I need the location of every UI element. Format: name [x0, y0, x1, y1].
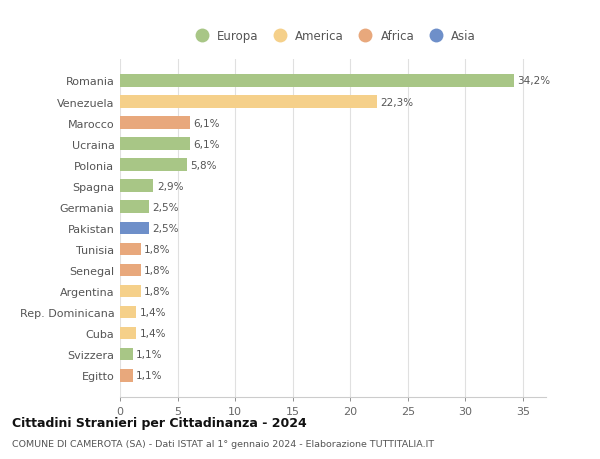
Bar	[120, 159, 187, 172]
Bar	[120, 369, 133, 382]
Text: Cittadini Stranieri per Cittadinanza - 2024: Cittadini Stranieri per Cittadinanza - 2…	[12, 416, 307, 429]
Text: 6,1%: 6,1%	[194, 118, 220, 129]
Text: 1,8%: 1,8%	[144, 244, 170, 254]
Text: 2,9%: 2,9%	[157, 181, 184, 191]
Text: 2,5%: 2,5%	[152, 224, 179, 233]
Legend: Europa, America, Africa, Asia: Europa, America, Africa, Asia	[185, 25, 481, 47]
Bar	[120, 348, 133, 361]
Text: 1,4%: 1,4%	[140, 328, 166, 338]
Bar	[120, 117, 190, 129]
Bar	[120, 243, 141, 256]
Text: 1,8%: 1,8%	[144, 286, 170, 297]
Bar	[120, 222, 149, 235]
Bar	[120, 306, 136, 319]
Bar	[120, 180, 154, 193]
Text: 5,8%: 5,8%	[190, 160, 217, 170]
Text: COMUNE DI CAMEROTA (SA) - Dati ISTAT al 1° gennaio 2024 - Elaborazione TUTTITALI: COMUNE DI CAMEROTA (SA) - Dati ISTAT al …	[12, 439, 434, 448]
Text: 22,3%: 22,3%	[380, 97, 413, 107]
Text: 1,1%: 1,1%	[136, 370, 163, 381]
Bar	[120, 201, 149, 213]
Text: 1,8%: 1,8%	[144, 265, 170, 275]
Text: 1,1%: 1,1%	[136, 349, 163, 359]
Bar	[120, 75, 514, 88]
Bar	[120, 264, 141, 277]
Bar	[120, 285, 141, 298]
Text: 34,2%: 34,2%	[517, 76, 550, 86]
Bar	[120, 138, 190, 151]
Bar	[120, 96, 377, 109]
Bar	[120, 327, 136, 340]
Text: 1,4%: 1,4%	[140, 308, 166, 317]
Text: 2,5%: 2,5%	[152, 202, 179, 213]
Text: 6,1%: 6,1%	[194, 140, 220, 149]
